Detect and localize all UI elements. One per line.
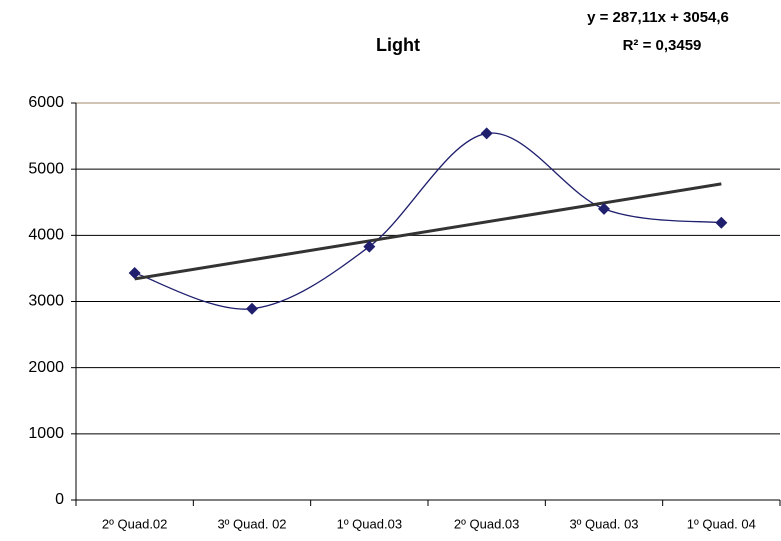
y-tick-label: 6000 xyxy=(28,94,64,111)
chart-title: Light xyxy=(376,35,420,55)
x-tick-label: 1º Quad. 04 xyxy=(687,516,756,531)
marker xyxy=(480,127,493,140)
marker xyxy=(246,302,258,315)
y-tick-label: 0 xyxy=(55,491,64,508)
marker xyxy=(128,267,141,280)
marker xyxy=(715,216,728,229)
marker xyxy=(363,240,376,253)
y-tick-label: 1000 xyxy=(28,425,64,442)
y-tick-label: 5000 xyxy=(28,160,64,177)
trendline xyxy=(134,182,722,281)
y-tick-label: 4000 xyxy=(28,227,64,244)
x-tick-label: 3º Quad. 02 xyxy=(217,516,286,531)
trend-equation: y = 287,11x + 3054,6 xyxy=(587,9,729,26)
marker xyxy=(598,202,610,215)
trend-r2: R² = 0,3459 xyxy=(623,37,702,54)
x-tick-label: 2º Quad.02 xyxy=(102,516,167,531)
y-tick-label: 2000 xyxy=(28,359,64,376)
series-line xyxy=(134,132,722,310)
x-tick-label: 2º Quad.03 xyxy=(454,516,519,531)
x-tick-label: 1º Quad.03 xyxy=(337,516,402,531)
y-tick-label: 3000 xyxy=(28,293,64,310)
x-tick-label: 3º Quad. 03 xyxy=(569,516,638,531)
